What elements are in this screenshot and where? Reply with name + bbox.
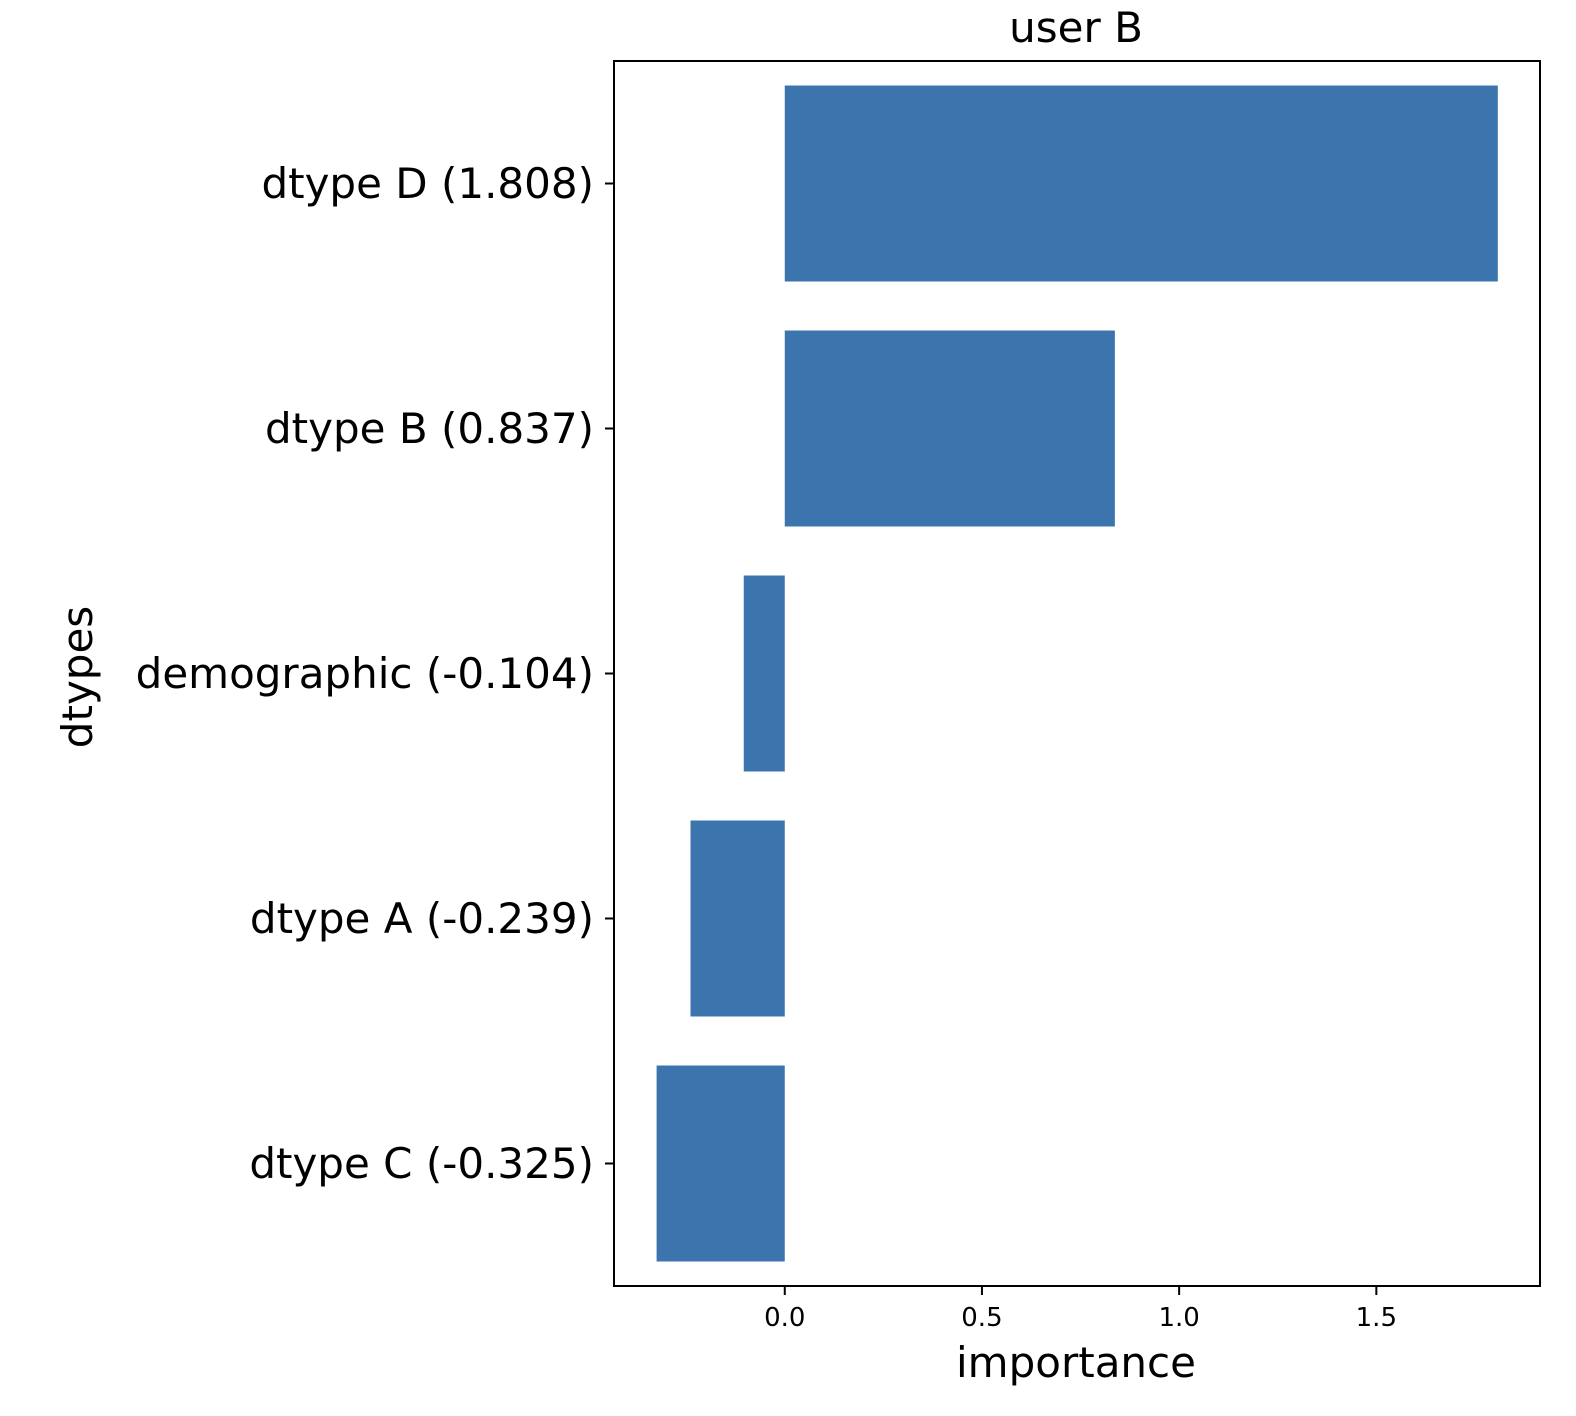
x-axis-label: importance xyxy=(956,1338,1196,1387)
y-tick-label: dtype C (-0.325) xyxy=(249,1139,594,1188)
y-tick-label: dtype D (1.808) xyxy=(261,159,594,208)
y-tick-label: dtype B (0.837) xyxy=(265,404,594,453)
bar xyxy=(784,330,1115,527)
bars-group xyxy=(656,85,1498,1262)
bar xyxy=(656,1065,785,1262)
bar xyxy=(784,85,1498,282)
x-tick-label: 0.0 xyxy=(764,1303,805,1333)
y-ticks-group: dtype D (1.808) dtype B (0.837) demographi… xyxy=(136,159,614,1188)
y-tick-label: demographic (-0.104) xyxy=(136,649,594,698)
x-tick-label: 0.5 xyxy=(961,1303,1002,1333)
y-axis-label: dtypes xyxy=(53,606,102,748)
bar xyxy=(743,575,785,772)
x-tick-label: 1.0 xyxy=(1158,1303,1199,1333)
chart-title: user B xyxy=(1009,3,1143,52)
y-tick-label: dtype A (-0.239) xyxy=(250,894,594,943)
x-ticks-group: 0.0 0.5 1.0 1.5 xyxy=(764,1286,1397,1333)
bar xyxy=(690,820,785,1017)
x-tick-label: 1.5 xyxy=(1356,1303,1397,1333)
